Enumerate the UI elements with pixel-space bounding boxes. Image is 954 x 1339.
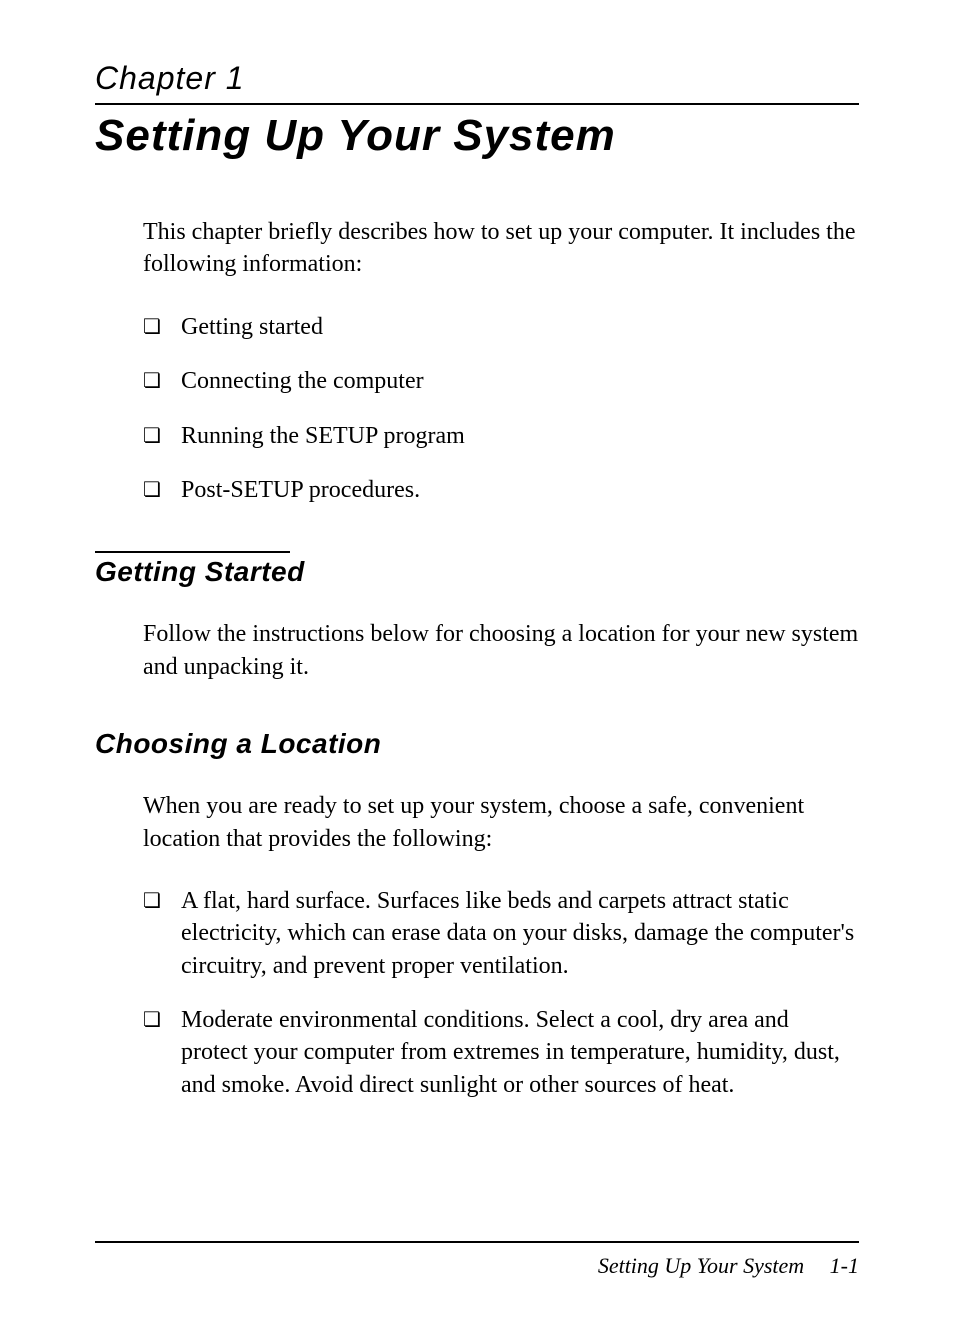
list-item: ❏ Running the SETUP program — [143, 420, 859, 452]
section-heading-wrap: Getting Started — [95, 551, 859, 588]
list-item: ❏ Post-SETUP procedures. — [143, 474, 859, 506]
footer-rule — [95, 1241, 859, 1243]
bullet-text: A flat, hard surface. Surfaces like beds… — [181, 885, 859, 982]
bullet-text: Post-SETUP procedures. — [181, 474, 859, 506]
chapter-label: Chapter 1 — [95, 60, 859, 97]
page-footer: Setting Up Your System 1-1 — [95, 1241, 859, 1279]
intro-paragraph: This chapter briefly describes how to se… — [143, 216, 859, 281]
list-item: ❏ Getting started — [143, 311, 859, 343]
list-item: ❏ Moderate environmental conditions. Sel… — [143, 1004, 859, 1101]
bullet-text: Moderate environmental conditions. Selec… — [181, 1004, 859, 1101]
bullet-icon: ❏ — [143, 1004, 181, 1034]
intro-bullet-list: ❏ Getting started ❏ Connecting the compu… — [143, 311, 859, 507]
title-rule — [95, 103, 859, 105]
bullet-icon: ❏ — [143, 420, 181, 450]
footer-text: Setting Up Your System 1-1 — [95, 1253, 859, 1279]
bullet-icon: ❏ — [143, 885, 181, 915]
bullet-icon: ❏ — [143, 474, 181, 504]
bullet-text: Getting started — [181, 311, 859, 343]
choosing-location-paragraph: When you are ready to set up your system… — [143, 790, 859, 855]
section-heading-getting-started: Getting Started — [95, 556, 859, 588]
bullet-text: Running the SETUP program — [181, 420, 859, 452]
bullet-icon: ❏ — [143, 311, 181, 341]
location-bullet-list: ❏ A flat, hard surface. Surfaces like be… — [143, 885, 859, 1101]
bullet-icon: ❏ — [143, 365, 181, 395]
getting-started-paragraph: Follow the instructions below for choosi… — [143, 618, 859, 683]
footer-title: Setting Up Your System — [598, 1253, 804, 1278]
list-item: ❏ A flat, hard surface. Surfaces like be… — [143, 885, 859, 982]
footer-page-number: 1-1 — [830, 1253, 859, 1278]
subsection-heading-choosing-location: Choosing a Location — [95, 728, 859, 760]
section-heading-rule — [95, 551, 290, 553]
chapter-title: Setting Up Your System — [95, 111, 859, 161]
list-item: ❏ Connecting the computer — [143, 365, 859, 397]
bullet-text: Connecting the computer — [181, 365, 859, 397]
